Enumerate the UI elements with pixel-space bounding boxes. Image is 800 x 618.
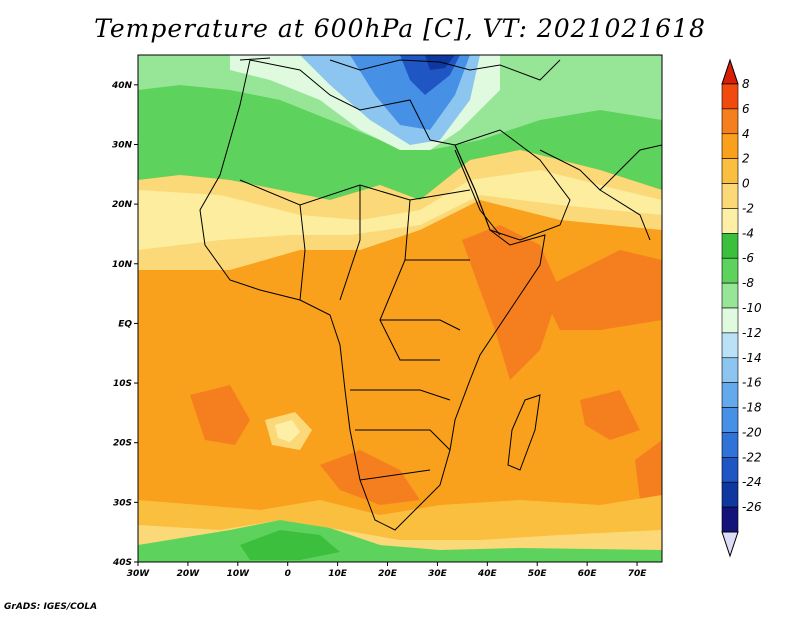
- colorbar-max-arrow: [721, 58, 739, 85]
- colorbar-label: 0: [742, 177, 750, 191]
- y-tick-label: EQ: [118, 319, 132, 329]
- colorbar-box: [721, 481, 739, 508]
- colorbar-label: -6: [742, 251, 754, 265]
- colorbar-label: 6: [742, 102, 750, 116]
- y-tick-label: 10S: [113, 379, 132, 389]
- x-tick-label: 20W: [177, 569, 201, 579]
- colorbar-box: [721, 133, 739, 159]
- colorbar-label: -10: [742, 301, 762, 315]
- colorbar-label: -26: [742, 500, 762, 514]
- colorbar-label: -2: [742, 201, 754, 215]
- y-tick-label: 40N: [111, 81, 133, 91]
- colorbar-label: 2: [742, 152, 750, 166]
- y-tick-label: 20N: [112, 200, 133, 210]
- x-tick-label: 20E: [378, 569, 398, 579]
- colorbar: 8 6 4 2 0 -2 -4 -6 -8 -10 -12 -14 -16 -18 -20 -22 -24 -26: [721, 58, 762, 558]
- y-tick-label: 30N: [112, 140, 133, 150]
- colorbar-label: 8: [742, 77, 750, 91]
- x-tick-label: 0: [285, 569, 291, 579]
- colorbar-min-arrow: [721, 531, 739, 558]
- x-tick-label: 60E: [578, 569, 598, 579]
- map-frame: [137, 54, 663, 563]
- colorbar-box: [721, 457, 739, 483]
- footer-credit: GrADS: IGES/COLA: [4, 602, 98, 612]
- colorbar-box: [721, 208, 739, 234]
- temperature-field: [138, 55, 662, 562]
- colorbar-label: -4: [742, 226, 754, 240]
- colorbar-box: [721, 83, 739, 110]
- y-tick-label: 40S: [112, 558, 132, 568]
- x-tick-label: 40E: [477, 569, 498, 579]
- colorbar-box: [721, 307, 739, 334]
- colorbar-label: -20: [742, 425, 762, 439]
- y-tick-label: 20S: [113, 439, 132, 449]
- colorbar-box: [721, 108, 739, 135]
- colorbar-box: [721, 332, 739, 359]
- colorbar-label: 4: [742, 127, 750, 141]
- colorbar-label: -18: [742, 401, 762, 415]
- coastlines: [199, 57, 662, 531]
- colorbar-label: -12: [742, 326, 762, 340]
- map-title: Temperature at 600hPa [C], VT: 202102161…: [94, 14, 706, 43]
- x-tick-label: 70E: [628, 569, 648, 579]
- colorbar-label: -24: [742, 475, 762, 489]
- y-tick-label: 10N: [112, 260, 133, 270]
- colorbar-box: [721, 233, 739, 259]
- x-tick-label: 10E: [328, 569, 348, 579]
- y-tick-label: 30S: [113, 498, 132, 508]
- x-tick-label: 30W: [127, 569, 151, 579]
- x-tick-label: 10W: [227, 569, 251, 579]
- x-axis: 30W 20W 10W 0 10E 20E 30E 40E 50E 60E 70E: [127, 562, 647, 579]
- colorbar-box: [721, 432, 739, 458]
- colorbar-label: -16: [742, 376, 762, 390]
- colorbar-label: -14: [742, 351, 762, 365]
- colorbar-box: [721, 506, 739, 533]
- x-tick-label: 50E: [528, 569, 548, 579]
- colorbar-box: [721, 282, 739, 309]
- colorbar-label: -8: [742, 276, 754, 290]
- colorbar-box: [721, 382, 739, 408]
- colorbar-label: -22: [742, 450, 762, 464]
- colorbar-box: [721, 257, 739, 284]
- y-axis: 40N 30N 20N 10N EQ 10S 20S 30S 40S: [111, 81, 138, 568]
- colorbar-box: [721, 183, 739, 209]
- colorbar-box: [721, 357, 739, 383]
- colorbar-box: [721, 407, 739, 433]
- x-tick-label: 30E: [428, 569, 448, 579]
- colorbar-box: [721, 158, 739, 184]
